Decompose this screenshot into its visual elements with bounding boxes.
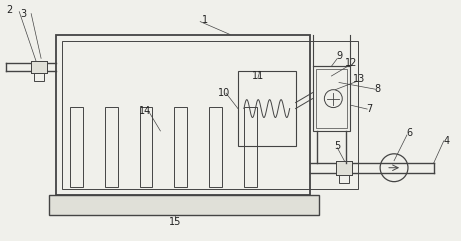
Text: 9: 9 [337,51,343,61]
Bar [238,71,296,146]
Bar [49,194,319,215]
Text: 14: 14 [139,106,152,116]
Text: 8: 8 [374,84,380,94]
Bar [62,41,358,189]
Text: 12: 12 [345,58,357,68]
Text: 3: 3 [20,9,26,19]
Bar [209,107,222,187]
Text: 1: 1 [202,15,208,25]
Text: 15: 15 [169,217,182,228]
Text: 7: 7 [366,104,372,114]
Text: 11: 11 [252,71,264,81]
Bar [31,61,47,73]
Bar [31,61,47,73]
Bar [244,107,257,187]
Bar [70,107,83,187]
Bar [339,175,349,183]
Bar [313,66,350,131]
Text: 13: 13 [353,74,366,84]
Bar [140,107,153,187]
Bar [105,107,118,187]
Bar [337,161,352,175]
Text: 5: 5 [334,141,341,151]
Text: 6: 6 [406,128,412,138]
Bar [337,161,352,175]
Text: 10: 10 [218,88,230,98]
Bar [315,69,347,128]
Bar [56,35,309,194]
Bar [174,107,187,187]
Text: 2: 2 [6,5,12,15]
Text: 4: 4 [443,136,450,146]
Bar [34,73,44,81]
